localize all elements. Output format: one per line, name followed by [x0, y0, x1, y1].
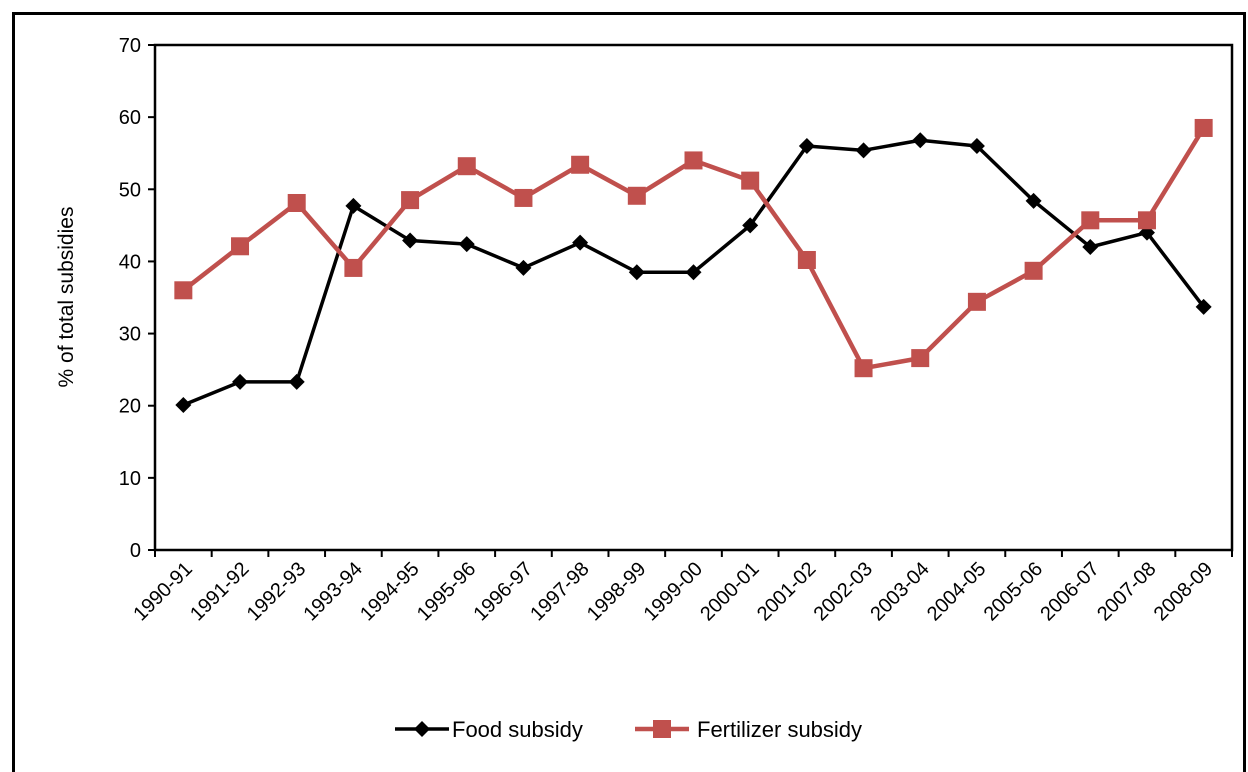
data-point: [854, 359, 873, 378]
data-point: [1137, 211, 1156, 230]
data-point: [401, 191, 420, 210]
x-tick-label: 1999-00: [640, 558, 707, 625]
data-point: [742, 217, 759, 234]
x-tick-label: 2006-07: [1036, 558, 1103, 625]
data-point: [1081, 211, 1100, 230]
legend-item: Fertilizer subsidy: [635, 717, 862, 742]
legend-marker: [653, 720, 671, 738]
data-point: [402, 232, 419, 249]
series-food-subsidy: [175, 132, 1212, 413]
data-point: [232, 373, 249, 390]
legend-label: Food subsidy: [452, 717, 583, 742]
y-tick-label: 50: [119, 179, 141, 201]
data-point: [798, 138, 815, 154]
y-tick-label: 40: [119, 251, 141, 273]
data-point: [1082, 239, 1099, 255]
data-point: [912, 132, 929, 149]
x-tick-label: 1995-96: [413, 558, 480, 625]
legend-item: Food subsidy: [395, 717, 583, 742]
series-layer: [174, 118, 1213, 413]
data-point: [287, 193, 306, 212]
x-tick-label: 2005-06: [980, 558, 1047, 625]
data-point: [628, 264, 645, 281]
data-point: [514, 188, 533, 207]
data-point: [1194, 118, 1213, 137]
x-tick-label: 2001-02: [753, 558, 820, 625]
y-tick-label: 0: [130, 540, 141, 562]
y-tick-label: 20: [119, 396, 141, 418]
y-tick-label: 30: [119, 324, 141, 346]
data-point: [968, 138, 985, 154]
x-tick-label: 2002-03: [810, 558, 877, 625]
data-point: [1025, 192, 1042, 209]
data-point: [1195, 298, 1212, 315]
data-point: [572, 234, 589, 251]
x-tick-label: 2007-08: [1093, 558, 1160, 625]
data-point: [911, 349, 930, 368]
x-tick-label: 1997-98: [526, 558, 593, 625]
data-point: [174, 281, 193, 300]
legend-label: Fertilizer subsidy: [697, 717, 862, 742]
y-axis: 0 10 20 30 40 50 60 70: [119, 35, 155, 562]
data-point: [344, 258, 363, 277]
plot-area: [153, 43, 1234, 552]
x-tick-label: 1990-91: [129, 558, 196, 625]
data-point: [855, 142, 872, 159]
data-point: [1024, 261, 1043, 280]
x-tick-label: 1991-92: [186, 558, 253, 625]
x-tick-label: 1994-95: [356, 558, 423, 625]
legend-marker: [414, 721, 430, 737]
data-point: [345, 197, 362, 214]
x-tick-label: 2008-09: [1150, 558, 1217, 625]
x-tick-label: 2000-01: [696, 558, 763, 625]
y-tick-label: 70: [119, 35, 141, 57]
data-point: [231, 237, 250, 256]
x-tick-label: 2003-04: [866, 558, 933, 625]
data-point: [458, 236, 475, 253]
data-point: [288, 373, 305, 390]
data-point: [797, 250, 816, 269]
data-point: [684, 151, 703, 170]
data-point: [685, 264, 702, 281]
x-tick-label: 1996-97: [470, 558, 537, 625]
x-tick-label: 1992-93: [243, 558, 310, 625]
data-point: [175, 396, 192, 413]
legend: Food subsidy Fertilizer subsidy: [395, 717, 862, 742]
y-axis-label: % of total subsidies: [55, 207, 78, 388]
data-point: [627, 186, 646, 205]
data-point: [457, 157, 476, 176]
x-tick-label: 1998-99: [583, 558, 650, 625]
data-point: [967, 292, 986, 311]
data-point: [571, 155, 590, 174]
y-tick-label: 10: [119, 468, 141, 490]
data-point: [741, 171, 760, 190]
x-axis: 1990-911991-921992-931993-941994-951995-…: [129, 550, 1233, 625]
series-fertilizer-subsidy: [174, 118, 1213, 378]
data-point: [515, 259, 532, 276]
y-tick-label: 60: [119, 107, 141, 129]
x-tick-label: 1993-94: [299, 558, 366, 625]
x-tick-label: 2004-05: [923, 558, 990, 625]
